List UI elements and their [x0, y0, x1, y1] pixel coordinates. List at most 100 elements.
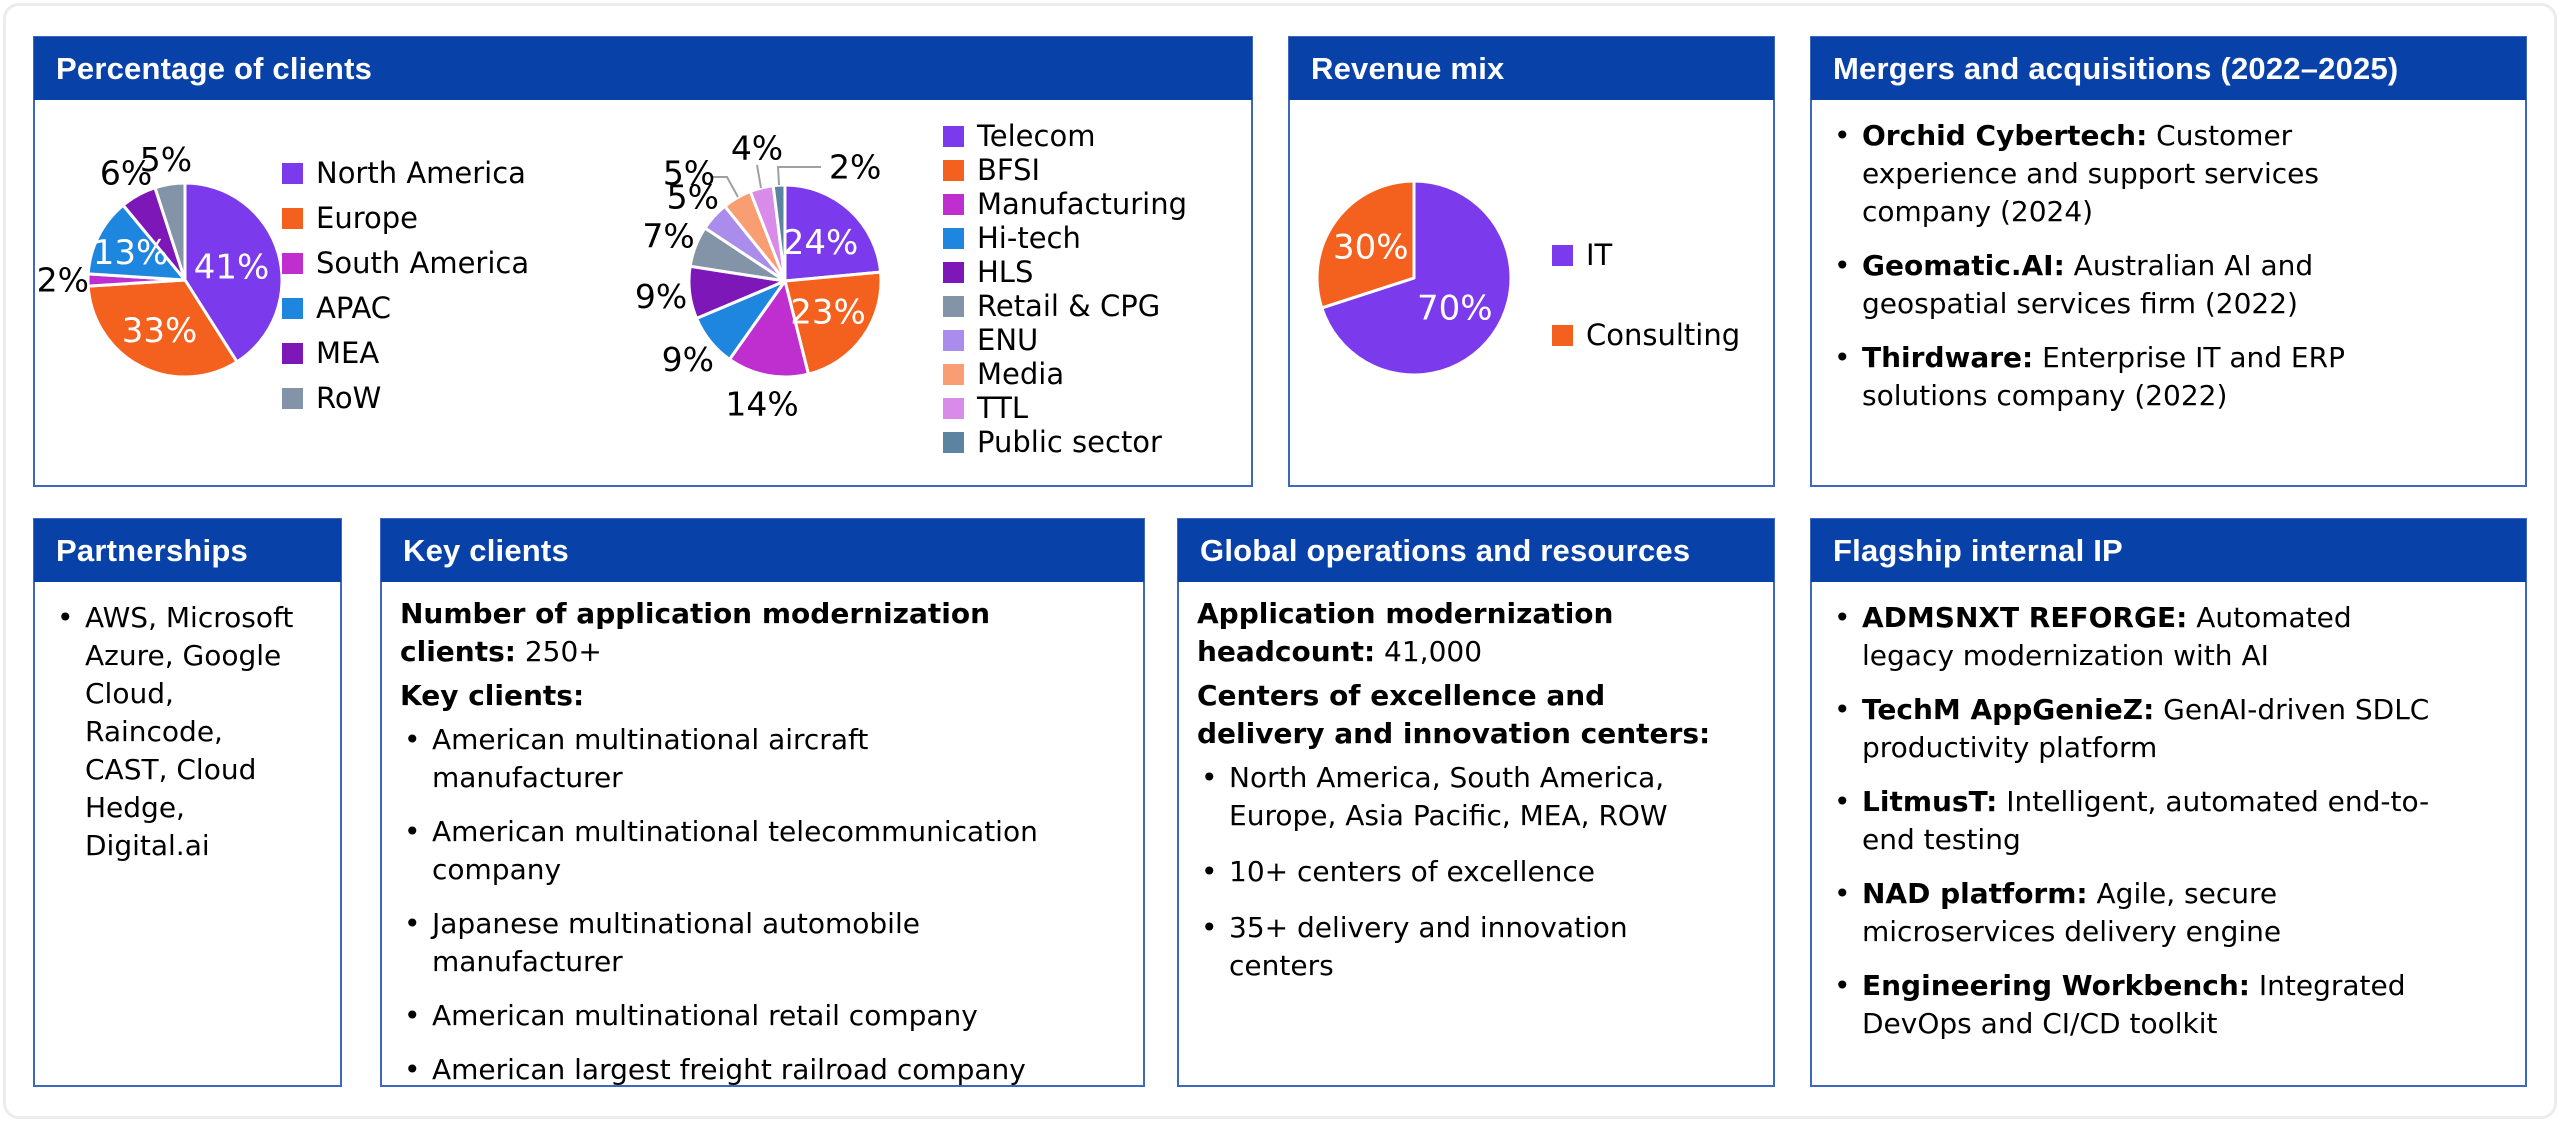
bullet-icon: •: [1834, 601, 1851, 634]
legend-label: MEA: [316, 336, 380, 370]
legend-item: Public sector: [943, 425, 1187, 459]
legend-geography: North America Europe South America: [282, 157, 529, 427]
legend-swatch-icon: [943, 227, 964, 249]
pie-label-MEA: 6%: [100, 153, 152, 192]
legend-item: BFSI: [943, 153, 1187, 187]
list-item: • Engineering Workbench: Integrated DevO…: [1830, 967, 2505, 1043]
panel-partnerships-header: Partnerships: [34, 519, 341, 582]
legend-label: BFSI: [977, 152, 1041, 187]
legend-item: Retail & CPG: [943, 289, 1187, 323]
legend-swatch-icon: [943, 193, 964, 215]
bullet-icon: •: [1834, 969, 1851, 1002]
list-item: • American multinational aircraft manufa…: [400, 721, 1123, 797]
list-item: • Geomatic.AI: Australian AI and geospat…: [1830, 247, 2505, 323]
partnerships-list: • AWS, Microsoft Azure, Google Cloud, Ra…: [53, 599, 320, 865]
list-item: • 10+ centers of excellence: [1197, 853, 1767, 891]
legend-label: Manufacturing: [977, 186, 1187, 221]
list-item: • AWS, Microsoft Azure, Google Cloud, Ra…: [53, 599, 320, 865]
legend-swatch-icon: [282, 253, 303, 274]
pie-slice-APAC: [86, 203, 187, 282]
panel-partnerships: Partnerships • AWS, Microsoft Azure, Goo…: [33, 518, 342, 1087]
pie-label-South America: 2%: [37, 261, 89, 300]
leader-line-Media: [711, 176, 739, 198]
bullet-icon: •: [404, 723, 421, 756]
legend-swatch-icon: [943, 295, 964, 317]
panel-global-operations: Global operations and resources Applicat…: [1177, 518, 1775, 1087]
lead-text: Centers of excellence and delivery and i…: [1197, 679, 1711, 750]
legend-item: Telecom: [943, 119, 1187, 153]
legend-item: Consulting: [1552, 319, 1740, 352]
legend-label: Public sector: [977, 424, 1162, 459]
list-item: • Japanese multinational automobile manu…: [400, 905, 1123, 981]
legend-label: APAC: [316, 291, 392, 325]
panel-partnerships-body: • AWS, Microsoft Azure, Google Cloud, Ra…: [35, 581, 340, 865]
lead-text: Key clients:: [400, 679, 585, 712]
legend-item: Media: [943, 357, 1187, 391]
pie-label-APAC: 13%: [93, 233, 169, 273]
bullet-icon: •: [1834, 341, 1851, 374]
pie-label-Retail & CPG: 7%: [642, 216, 694, 255]
pie-label-Telecom: 24%: [783, 223, 859, 263]
legend-label: IT: [1586, 238, 1613, 272]
legend-item: South America: [282, 247, 529, 280]
legend-item: ENU: [943, 323, 1187, 357]
lead-text: Application modernization headcount: 41,…: [1197, 597, 1614, 668]
bullet-icon: •: [1201, 761, 1218, 794]
panel-percentage-of-clients-body: 41% 33% 2% 13% 6% 5% 24% 23% 14% 9% 9% 7% 5% 5% 4% 2% N…: [35, 99, 1251, 483]
legend-swatch-icon: [282, 208, 303, 229]
legend-label: TTL: [977, 390, 1029, 425]
legend-swatch-icon: [943, 363, 964, 385]
bullet-icon: •: [1834, 785, 1851, 818]
bullet-icon: •: [1834, 877, 1851, 910]
panel-key-clients: Key clients Number of application modern…: [380, 518, 1145, 1087]
legend-item: APAC: [282, 292, 529, 325]
legend-label: Telecom: [977, 118, 1096, 153]
legend-label: Europe: [316, 201, 418, 235]
bullet-icon: •: [1201, 911, 1218, 944]
legend-swatch-icon: [282, 163, 303, 184]
mna-list: • Orchid Cybertech: Customer experience …: [1830, 117, 2505, 415]
bullet-icon: •: [1201, 855, 1218, 888]
panel-flagship-ip: Flagship internal IP • ADMSNXT REFORGE: …: [1810, 518, 2527, 1087]
bullet-icon: •: [404, 815, 421, 848]
legend-item: Manufacturing: [943, 187, 1187, 221]
panel-mergers-acquisitions-header: Mergers and acquisitions (2022–2025): [1811, 37, 2526, 100]
pie-slice-RoW: [153, 181, 187, 282]
legend-swatch-icon: [943, 431, 964, 453]
pie-slice-Telecom: [783, 183, 883, 283]
slide-frame: [3, 3, 2557, 1119]
panel-percentage-of-clients-header: Percentage of clients: [34, 37, 1252, 100]
pie-label-Public sector: 2%: [829, 148, 881, 187]
panel-mergers-acquisitions-body: • Orchid Cybertech: Customer experience …: [1812, 99, 2525, 415]
panel-title: Revenue mix: [1311, 50, 1505, 86]
pie-label-HLS: 9%: [635, 277, 687, 316]
legend-item: HLS: [943, 255, 1187, 289]
list-item: • Orchid Cybertech: Customer experience …: [1830, 117, 2505, 231]
bullet-icon: •: [404, 1053, 421, 1086]
panel-revenue-mix-body: 70% 30% IT Consulting: [1290, 99, 1773, 483]
pie-label-Media: 5%: [663, 154, 715, 193]
pie-slice-Europe: [86, 278, 239, 379]
panel-title: Mergers and acquisitions (2022–2025): [1833, 50, 2399, 86]
panel-percentage-of-clients: Percentage of clients 41% 33% 2% 13% 6% 5% 24%…: [33, 36, 1253, 487]
legend-item: RoW: [282, 382, 529, 415]
leader-line-TTL: [756, 164, 762, 189]
global-ops-lead: Application modernization headcount: 41,…: [1197, 595, 1767, 753]
bullet-icon: •: [1834, 693, 1851, 726]
legend-item: MEA: [282, 337, 529, 370]
pie-label-Hi-tech: 9%: [662, 340, 714, 379]
panel-revenue-mix-header: Revenue mix: [1289, 37, 1774, 100]
pie-label-BFSI: 23%: [790, 292, 866, 332]
panel-title: Partnerships: [56, 532, 248, 568]
bullet-icon: •: [1834, 119, 1851, 152]
legend-item: TTL: [943, 391, 1187, 425]
list-item: • American multinational retail company: [400, 997, 1123, 1035]
panel-revenue-mix: Revenue mix 70% 30% IT Consulting: [1288, 36, 1775, 487]
legend-label: Consulting: [1586, 318, 1741, 352]
legend-swatch-icon: [943, 159, 964, 181]
list-item: • LitmusT: Intelligent, automated end-to…: [1830, 783, 2505, 859]
panel-key-clients-body: Number of application modernization clie…: [382, 581, 1143, 1089]
legend-revenue: IT Consulting: [1552, 239, 1740, 399]
panel-title: Global operations and resources: [1200, 532, 1691, 568]
